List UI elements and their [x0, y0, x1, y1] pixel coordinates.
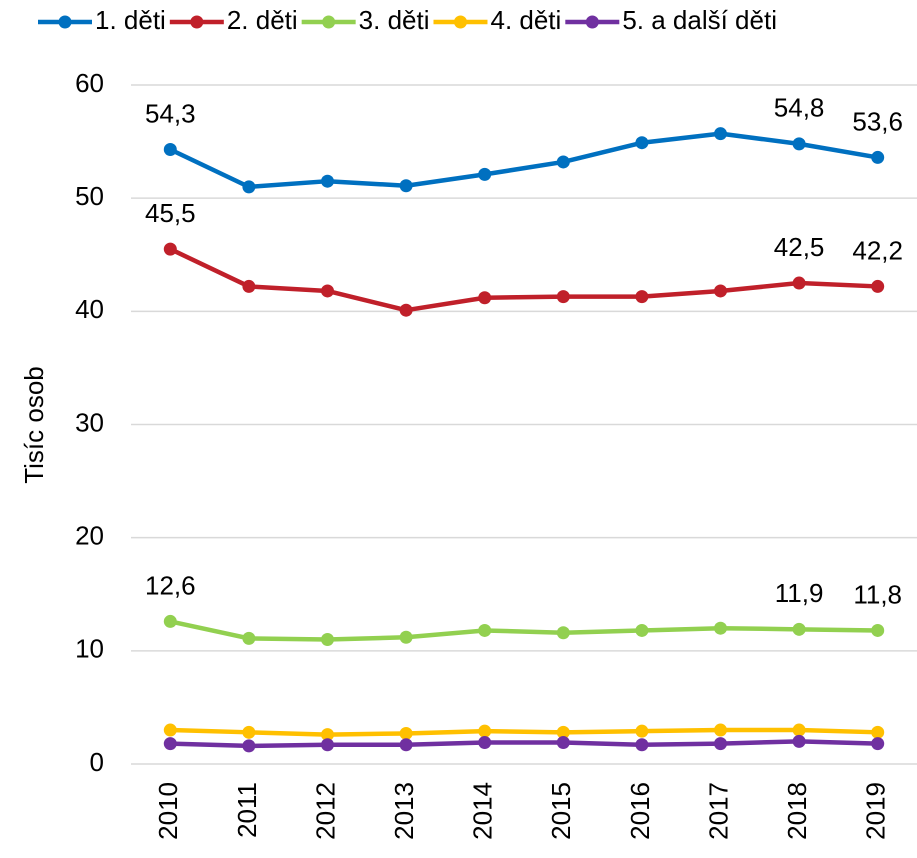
data-label: 45,5: [145, 198, 196, 228]
marker: [321, 728, 334, 742]
y-tick-label: 10: [75, 634, 104, 664]
x-tick-label: 2016: [625, 782, 655, 840]
data-label: 12,6: [145, 570, 196, 600]
y-tick-label: 30: [75, 407, 104, 437]
marker: [792, 276, 806, 290]
x-tick-label: 2011: [232, 782, 262, 838]
legend-marker: [322, 15, 336, 29]
x-tick-label: 2013: [389, 782, 419, 840]
line: [170, 727, 878, 737]
marker: [478, 735, 492, 749]
marker: [792, 723, 806, 737]
legend-label: 3. děti: [359, 5, 430, 35]
legend-label: 1. děti: [95, 5, 166, 35]
marker: [242, 739, 256, 753]
data-label: 54,3: [145, 98, 196, 128]
marker: [556, 626, 570, 640]
marker: [242, 279, 256, 293]
marker: [792, 734, 806, 748]
marker: [163, 737, 177, 751]
marker: [871, 725, 885, 739]
marker: [478, 167, 492, 181]
marker: [321, 633, 334, 647]
data-label: 42,5: [774, 232, 825, 262]
marker: [792, 137, 806, 151]
legend-label: 4. děti: [490, 5, 561, 35]
data-label: 54,8: [774, 93, 825, 123]
marker: [242, 725, 256, 739]
marker: [792, 622, 806, 636]
marker: [635, 136, 649, 150]
marker: [556, 290, 570, 304]
marker: [242, 180, 256, 194]
y-tick-label: 20: [75, 521, 104, 551]
marker: [871, 279, 885, 293]
marker: [714, 723, 727, 737]
marker: [399, 630, 413, 644]
marker: [321, 284, 334, 298]
y-axis-label: Tisíc osob: [19, 366, 49, 484]
marker: [399, 726, 413, 740]
marker: [399, 738, 413, 752]
marker: [556, 735, 570, 749]
marker: [635, 724, 649, 738]
data-label: 11,9: [775, 578, 824, 608]
marker: [871, 150, 885, 164]
marker: [871, 737, 885, 751]
line: [169, 131, 879, 190]
marker: [635, 738, 649, 752]
x-tick-label: 2012: [310, 782, 340, 840]
legend-marker: [58, 15, 72, 29]
marker: [242, 631, 256, 645]
marker: [714, 737, 727, 751]
line: [169, 619, 878, 642]
legend-marker: [190, 15, 204, 29]
marker: [556, 725, 570, 739]
line: [170, 739, 878, 749]
marker: [321, 174, 334, 188]
marker: [163, 143, 177, 157]
marker: [478, 724, 492, 738]
x-tick-label: 2018: [782, 782, 812, 840]
marker: [399, 179, 413, 193]
x-tick-label: 2019: [861, 782, 891, 840]
marker: [163, 614, 177, 628]
data-label: 53,6: [852, 106, 903, 136]
marker: [478, 623, 492, 637]
marker: [871, 623, 885, 637]
data-label: 42,2: [852, 235, 903, 265]
x-tick-label: 2017: [703, 782, 733, 840]
marker: [556, 155, 570, 169]
y-tick-label: 60: [75, 68, 104, 98]
marker: [635, 623, 649, 637]
x-tick-label: 2010: [153, 782, 183, 840]
marker: [714, 127, 727, 141]
marker: [478, 291, 492, 305]
y-tick-label: 40: [75, 294, 104, 324]
y-tick-label: 0: [90, 747, 104, 777]
line: [169, 247, 878, 313]
legend-label: 5. a další děti: [622, 5, 777, 35]
x-tick-label: 2015: [546, 782, 576, 840]
legend-marker: [453, 15, 467, 29]
marker: [714, 284, 727, 298]
marker: [163, 242, 177, 256]
marker: [399, 303, 413, 317]
x-tick-label: 2014: [468, 782, 498, 840]
data-label: 11,8: [853, 579, 902, 609]
marker: [321, 738, 334, 752]
marker: [635, 290, 649, 304]
legend-label: 2. děti: [227, 5, 298, 35]
marker: [714, 621, 727, 635]
marker: [163, 723, 177, 737]
y-tick-label: 50: [75, 181, 104, 211]
legend-marker: [585, 15, 599, 29]
